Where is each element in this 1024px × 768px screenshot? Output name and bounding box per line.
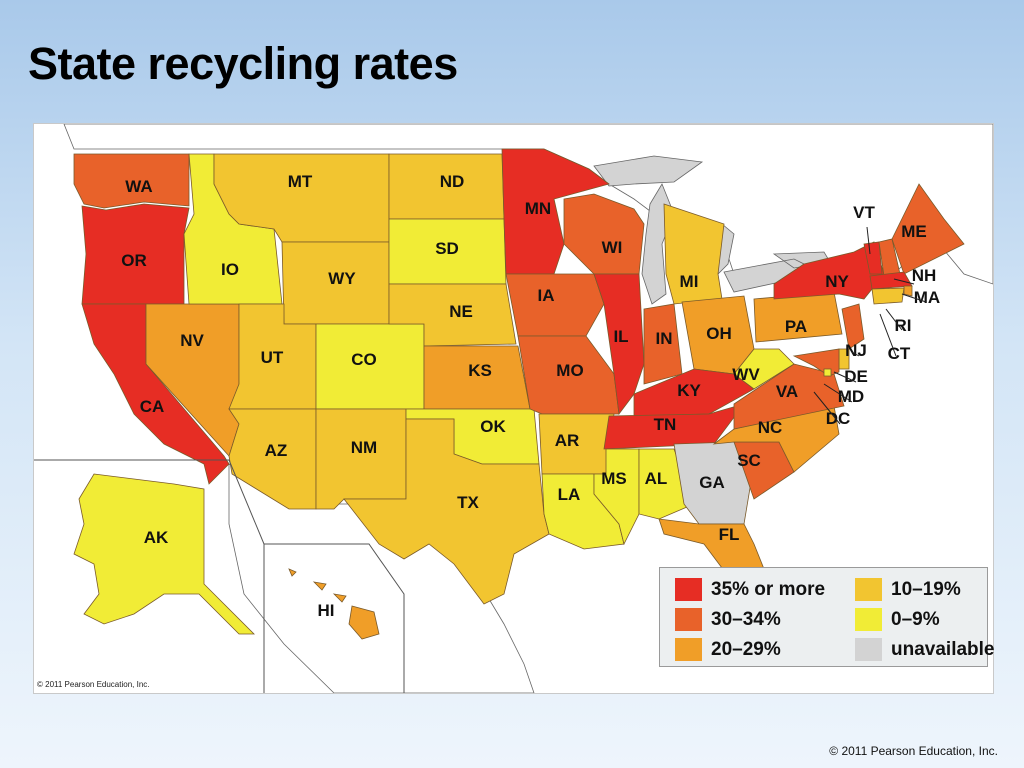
legend-item-30-34: 30–34% (675, 608, 781, 631)
state-label-va: VA (776, 382, 798, 401)
labels-layer: WA OR CA NV IO MT WY UT AZ CO NM ND SD NE KS OK TX MN IA MO… (121, 172, 940, 620)
state-label-nd: ND (440, 172, 465, 191)
state-label-al: AL (645, 469, 668, 488)
state-label-nh: NH (912, 266, 937, 285)
state-label-ms: MS (601, 469, 627, 488)
recycling-map: WA OR CA NV IO MT WY UT AZ CO NM ND SD NE KS OK TX MN IA MO… (33, 123, 995, 694)
state-label-ga: GA (699, 473, 725, 492)
state-label-tx: TX (457, 493, 479, 512)
legend-label: 10–19% (891, 578, 961, 600)
state-wv (733, 348, 795, 390)
state-label-ak: AK (144, 528, 169, 547)
state-label-wy: WY (328, 269, 356, 288)
state-label-co: CO (351, 350, 377, 369)
state-label-nc: NC (758, 418, 783, 437)
legend-item-35-or-more: 35% or more (675, 578, 825, 601)
state-label-ok: OK (480, 417, 506, 436)
state-label-wv: WV (732, 365, 760, 384)
legend-label: unavailable (891, 638, 995, 660)
state-label-ca: CA (140, 397, 165, 416)
legend-swatch (855, 578, 882, 601)
state-label-ct: CT (888, 344, 911, 363)
state-label-ri: RI (895, 316, 912, 335)
legend-label: 0–9% (891, 608, 940, 630)
legend-swatch (675, 608, 702, 631)
state-label-sc: SC (737, 451, 761, 470)
state-label-mo: MO (556, 361, 583, 380)
state-label-nv: NV (180, 331, 204, 350)
state-wa (73, 153, 190, 209)
state-label-il: IL (613, 327, 628, 346)
legend-item-20-29: 20–29% (675, 638, 781, 661)
state-label-az: AZ (265, 441, 288, 460)
state-label-ky: KY (677, 381, 701, 400)
state-ct (871, 287, 905, 305)
state-label-hi: HI (318, 601, 335, 620)
alaska-inset-frame (34, 459, 265, 693)
leader-lines (813, 226, 927, 425)
state-label-ia: IA (538, 286, 555, 305)
legend-label: 20–29% (711, 638, 781, 660)
state-label-pa: PA (785, 317, 807, 336)
legend-swatch (855, 608, 882, 631)
state-label-me: ME (901, 222, 927, 241)
legend-swatch (675, 638, 702, 661)
state-label-ne: NE (449, 302, 473, 321)
great-lakes (593, 155, 831, 305)
state-label-nm: NM (351, 438, 377, 457)
legend-swatch (855, 638, 882, 661)
state-label-sd: SD (435, 239, 459, 258)
state-label-ar: AR (555, 431, 580, 450)
state-label-tn: TN (654, 415, 677, 434)
state-mi (663, 203, 725, 305)
map-copyright: © 2011 Pearson Education, Inc. (37, 680, 150, 689)
state-label-mt: MT (288, 172, 313, 191)
map-legend: 35% or more 30–34% 20–29% 10–19% 0–9% unavail… (659, 567, 995, 667)
state-label-de: DE (844, 367, 868, 386)
hawaii-inset-frame (264, 543, 405, 693)
state-label-oh: OH (706, 324, 732, 343)
state-label-ma: MA (914, 288, 940, 307)
state-label-ks: KS (468, 361, 492, 380)
legend-swatch (675, 578, 702, 601)
state-nj (841, 303, 865, 350)
state-label-mn: MN (525, 199, 551, 218)
state-wi (563, 193, 645, 275)
state-me (891, 183, 965, 275)
footer-copyright: © 2011 Pearson Education, Inc. (829, 744, 998, 758)
legend-label: 35% or more (711, 578, 826, 600)
legend-item-0-9: 0–9% (855, 608, 940, 631)
state-label-or: OR (121, 251, 147, 270)
state-label-wi: WI (602, 238, 623, 257)
state-il (593, 273, 645, 416)
state-nm (315, 408, 407, 510)
state-label-wa: WA (125, 177, 152, 196)
state-label-io: IO (221, 260, 239, 279)
slide-title: State recycling rates (28, 38, 458, 89)
state-label-ut: UT (261, 348, 284, 367)
legend-label: 30–34% (711, 608, 781, 630)
state-label-fl: FL (719, 525, 740, 544)
state-label-la: LA (558, 485, 581, 504)
state-ri (903, 285, 913, 297)
state-label-in: IN (656, 329, 673, 348)
state-label-ny: NY (825, 272, 849, 291)
state-tn (603, 403, 746, 450)
state-label-dc: DC (826, 409, 851, 428)
state-label-md: MD (838, 387, 864, 406)
state-mn (501, 148, 610, 275)
legend-item-10-19: 10–19% (855, 578, 961, 601)
state-hi (288, 568, 380, 640)
state-ia (505, 273, 605, 337)
state-vt (863, 241, 883, 275)
state-ak (73, 473, 255, 635)
states-layer (73, 148, 965, 645)
state-label-nj: NJ (845, 341, 867, 360)
us-map-svg: WA OR CA NV IO MT WY UT AZ CO NM ND SD NE KS OK TX MN IA MO… (34, 124, 993, 693)
legend-item-unavailable: unavailable (855, 638, 995, 661)
state-label-vt: VT (853, 203, 875, 222)
state-dc (823, 368, 832, 377)
state-label-mi: MI (680, 272, 699, 291)
